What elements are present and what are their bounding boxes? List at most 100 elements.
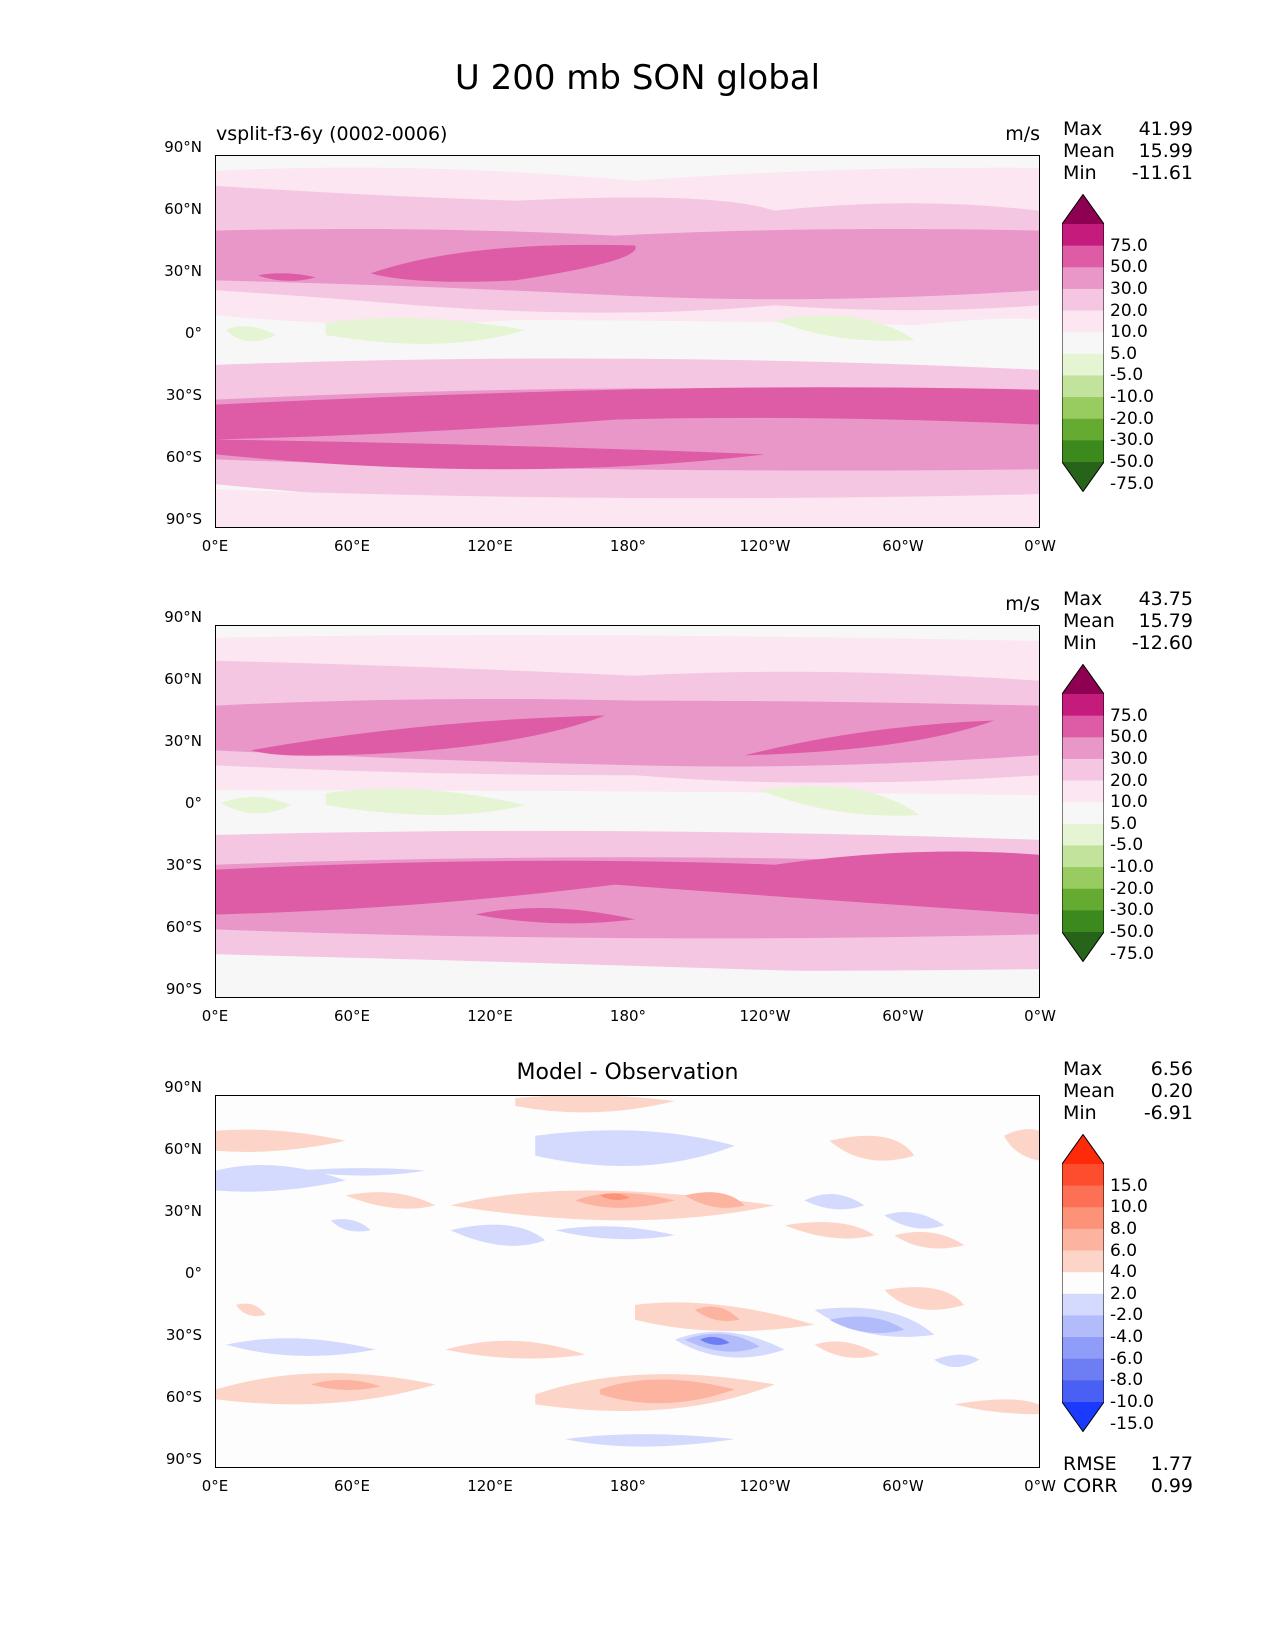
colorbar bbox=[1062, 1134, 1104, 1432]
map-contours bbox=[216, 1096, 1039, 1467]
colorbar-swatch bbox=[1062, 1337, 1104, 1360]
colorbar-tick-label: 15.0 bbox=[1110, 1175, 1148, 1196]
map-contours bbox=[216, 156, 1039, 527]
colorbar-tick-label: -10.0 bbox=[1110, 1392, 1154, 1412]
colorbar-tick-label: -75.0 bbox=[1110, 943, 1154, 964]
y-tick-label: 60°N bbox=[164, 1140, 202, 1158]
x-tick-label: 120°E bbox=[467, 1007, 513, 1025]
x-tick-label: 120°W bbox=[739, 1007, 791, 1025]
colorbar-swatch bbox=[1062, 1228, 1104, 1252]
stat-label: Mean bbox=[1063, 610, 1115, 632]
colorbar-swatch bbox=[1062, 1164, 1104, 1187]
stats-box: Max 43.75 Mean 15.79 Min -12.60 bbox=[1063, 588, 1193, 654]
stat-label: Min bbox=[1063, 162, 1097, 184]
colorbar-swatch bbox=[1062, 418, 1104, 441]
panel-model: vsplit-f3-6y (0002-0006) m/s Max 41.99 Me… bbox=[0, 118, 1275, 588]
x-tick-label: 120°W bbox=[739, 537, 791, 555]
colorbar-swatch bbox=[1062, 1134, 1104, 1164]
extra-stat-row: RMSE 1.77 bbox=[1063, 1453, 1193, 1475]
colorbar-tick-label: 30.0 bbox=[1110, 748, 1148, 769]
colorbar-swatch bbox=[1062, 1272, 1104, 1295]
colorbar-swatch bbox=[1062, 332, 1104, 355]
stat-value: 43.75 bbox=[1138, 588, 1193, 610]
stat-label: Max bbox=[1063, 118, 1103, 140]
stat-value: 6.56 bbox=[1150, 1058, 1193, 1080]
y-tick-label: 0° bbox=[184, 1264, 202, 1282]
x-tick-label: 180° bbox=[609, 1477, 647, 1495]
colorbar-tick-label: -50.0 bbox=[1110, 922, 1154, 942]
colorbar-swatch bbox=[1062, 694, 1104, 717]
y-tick-label: 90°S bbox=[165, 1450, 202, 1468]
colorbar-swatch bbox=[1062, 462, 1104, 492]
y-tick-label: 90°N bbox=[164, 608, 202, 626]
x-tick-label: 120°E bbox=[467, 1477, 513, 1495]
x-tick-label: 0°E bbox=[201, 537, 229, 555]
colorbar-tick-label: -6.0 bbox=[1110, 1348, 1144, 1369]
y-tick-label: 60°S bbox=[165, 1388, 202, 1406]
panel-left-title: vsplit-f3-6y (0002-0006) bbox=[216, 123, 448, 145]
colorbar-swatch bbox=[1062, 910, 1104, 933]
stat-label: RMSE bbox=[1063, 1453, 1117, 1475]
x-tick-label: 60°W bbox=[882, 1477, 924, 1495]
colorbar-swatch bbox=[1062, 310, 1104, 333]
stat-label: CORR bbox=[1063, 1475, 1118, 1497]
colorbar-tick-label: -20.0 bbox=[1110, 878, 1154, 899]
colorbar-swatch bbox=[1062, 932, 1104, 962]
y-tick-label: 90°S bbox=[165, 510, 202, 528]
stat-value: 0.99 bbox=[1150, 1475, 1193, 1497]
units-label: m/s bbox=[1005, 123, 1040, 145]
colorbar-swatch bbox=[1062, 780, 1104, 803]
colorbar-tick-label: -20.0 bbox=[1110, 408, 1154, 429]
colorbar-swatch bbox=[1062, 440, 1104, 463]
y-tick-label: 90°N bbox=[164, 138, 202, 156]
colorbar-tick-label: -10.0 bbox=[1110, 857, 1154, 878]
stat-value: 0.20 bbox=[1150, 1080, 1193, 1102]
colorbar-outline bbox=[1062, 664, 1104, 962]
panel-center-title: Model - Observation bbox=[516, 1060, 739, 1085]
colorbar-swatch bbox=[1062, 1207, 1104, 1230]
y-tick-label: 30°S bbox=[165, 386, 202, 404]
colorbar-swatch bbox=[1062, 845, 1104, 868]
stat-label: Max bbox=[1063, 1058, 1103, 1080]
stat-value: 15.99 bbox=[1138, 140, 1193, 162]
colorbar-tick-label: 8.0 bbox=[1110, 1218, 1138, 1239]
colorbar-tick-label: 20.0 bbox=[1110, 300, 1148, 321]
colorbar-swatch bbox=[1062, 267, 1104, 290]
colorbar-tick-label: 30.0 bbox=[1110, 278, 1148, 299]
x-tick-label: 60°W bbox=[882, 537, 924, 555]
colorbar-outline bbox=[1062, 1134, 1104, 1432]
map-plot bbox=[215, 155, 1040, 528]
colorbar-tick-label: -75.0 bbox=[1110, 473, 1154, 494]
stat-label: Mean bbox=[1063, 1080, 1115, 1102]
colorbar-outline bbox=[1062, 194, 1104, 492]
y-tick-label: 90°S bbox=[165, 980, 202, 998]
colorbar-tick-label: -50.0 bbox=[1110, 452, 1154, 472]
y-tick-label: 60°S bbox=[165, 448, 202, 466]
x-tick-label: 0°W bbox=[1024, 1477, 1056, 1495]
colorbar-swatch bbox=[1062, 823, 1104, 846]
panel-difference: Model - Observation Max 6.56 Mean 0.20 Min… bbox=[0, 1058, 1275, 1528]
colorbar-swatch bbox=[1062, 245, 1104, 268]
map-contours bbox=[216, 626, 1039, 997]
colorbar-tick-label: 50.0 bbox=[1110, 257, 1148, 278]
x-tick-label: 180° bbox=[609, 537, 647, 555]
colorbar-swatch bbox=[1062, 888, 1104, 911]
panel-observation: m/s Max 43.75 Mean 15.79 Min -12.60 90°N 60… bbox=[0, 588, 1275, 1058]
y-tick-label: 60°N bbox=[164, 200, 202, 218]
x-tick-label: 0°E bbox=[201, 1007, 229, 1025]
colorbar-swatch bbox=[1062, 375, 1104, 398]
colorbar-tick-label: 4.0 bbox=[1110, 1262, 1138, 1283]
colorbar-swatch bbox=[1062, 1293, 1104, 1316]
colorbar-swatch bbox=[1062, 758, 1104, 782]
map-plot bbox=[215, 1095, 1040, 1468]
x-tick-label: 60°W bbox=[882, 1007, 924, 1025]
x-tick-label: 120°W bbox=[739, 1477, 791, 1495]
x-tick-label: 0°E bbox=[201, 1477, 229, 1495]
colorbar-swatch bbox=[1062, 1380, 1104, 1403]
colorbar-tick-label: 20.0 bbox=[1110, 770, 1148, 791]
x-tick-label: 0°W bbox=[1024, 537, 1056, 555]
colorbar-tick-label: -30.0 bbox=[1110, 430, 1154, 451]
y-tick-label: 60°S bbox=[165, 918, 202, 936]
colorbar-tick-label: -10.0 bbox=[1110, 387, 1154, 408]
stat-label: Mean bbox=[1063, 140, 1115, 162]
